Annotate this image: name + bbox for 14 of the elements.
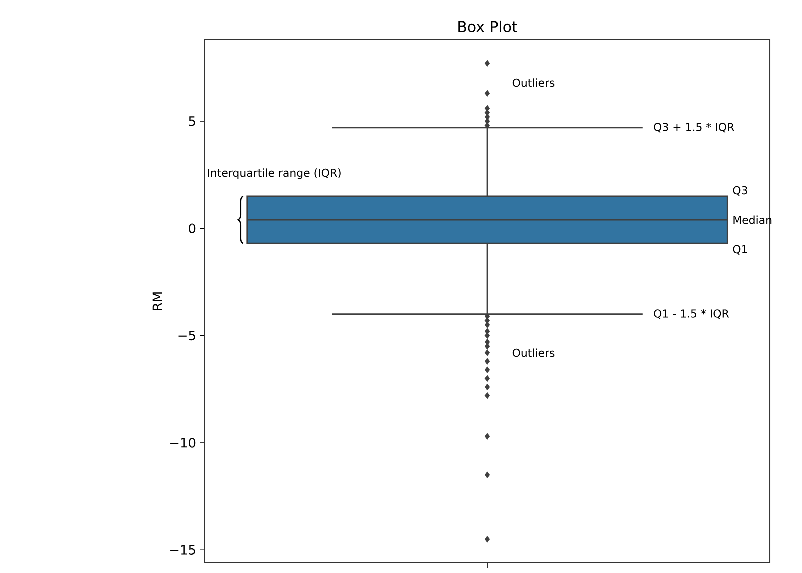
y-tick-label: 0 <box>189 224 196 234</box>
annotation: Q1 - 1.5 * IQR <box>654 310 730 320</box>
annotation: Outliers <box>512 348 555 358</box>
chart-title: Box Plot <box>458 20 518 33</box>
y-tick-label: 5 <box>189 116 196 126</box>
y-tick-label: −5 <box>178 330 196 341</box>
annotation: Interquartile range (IQR) <box>208 168 341 180</box>
y-tick-label: −15 <box>170 545 196 555</box>
text: Q3 <box>733 186 748 196</box>
annotation: Q3 + 1.5 * IQR <box>654 123 734 133</box>
text: Q1 <box>733 245 748 255</box>
y-tick-label: −10 <box>170 438 196 448</box>
annotation: Outliers <box>512 78 555 88</box>
y-axis-title: RM <box>152 292 162 310</box>
